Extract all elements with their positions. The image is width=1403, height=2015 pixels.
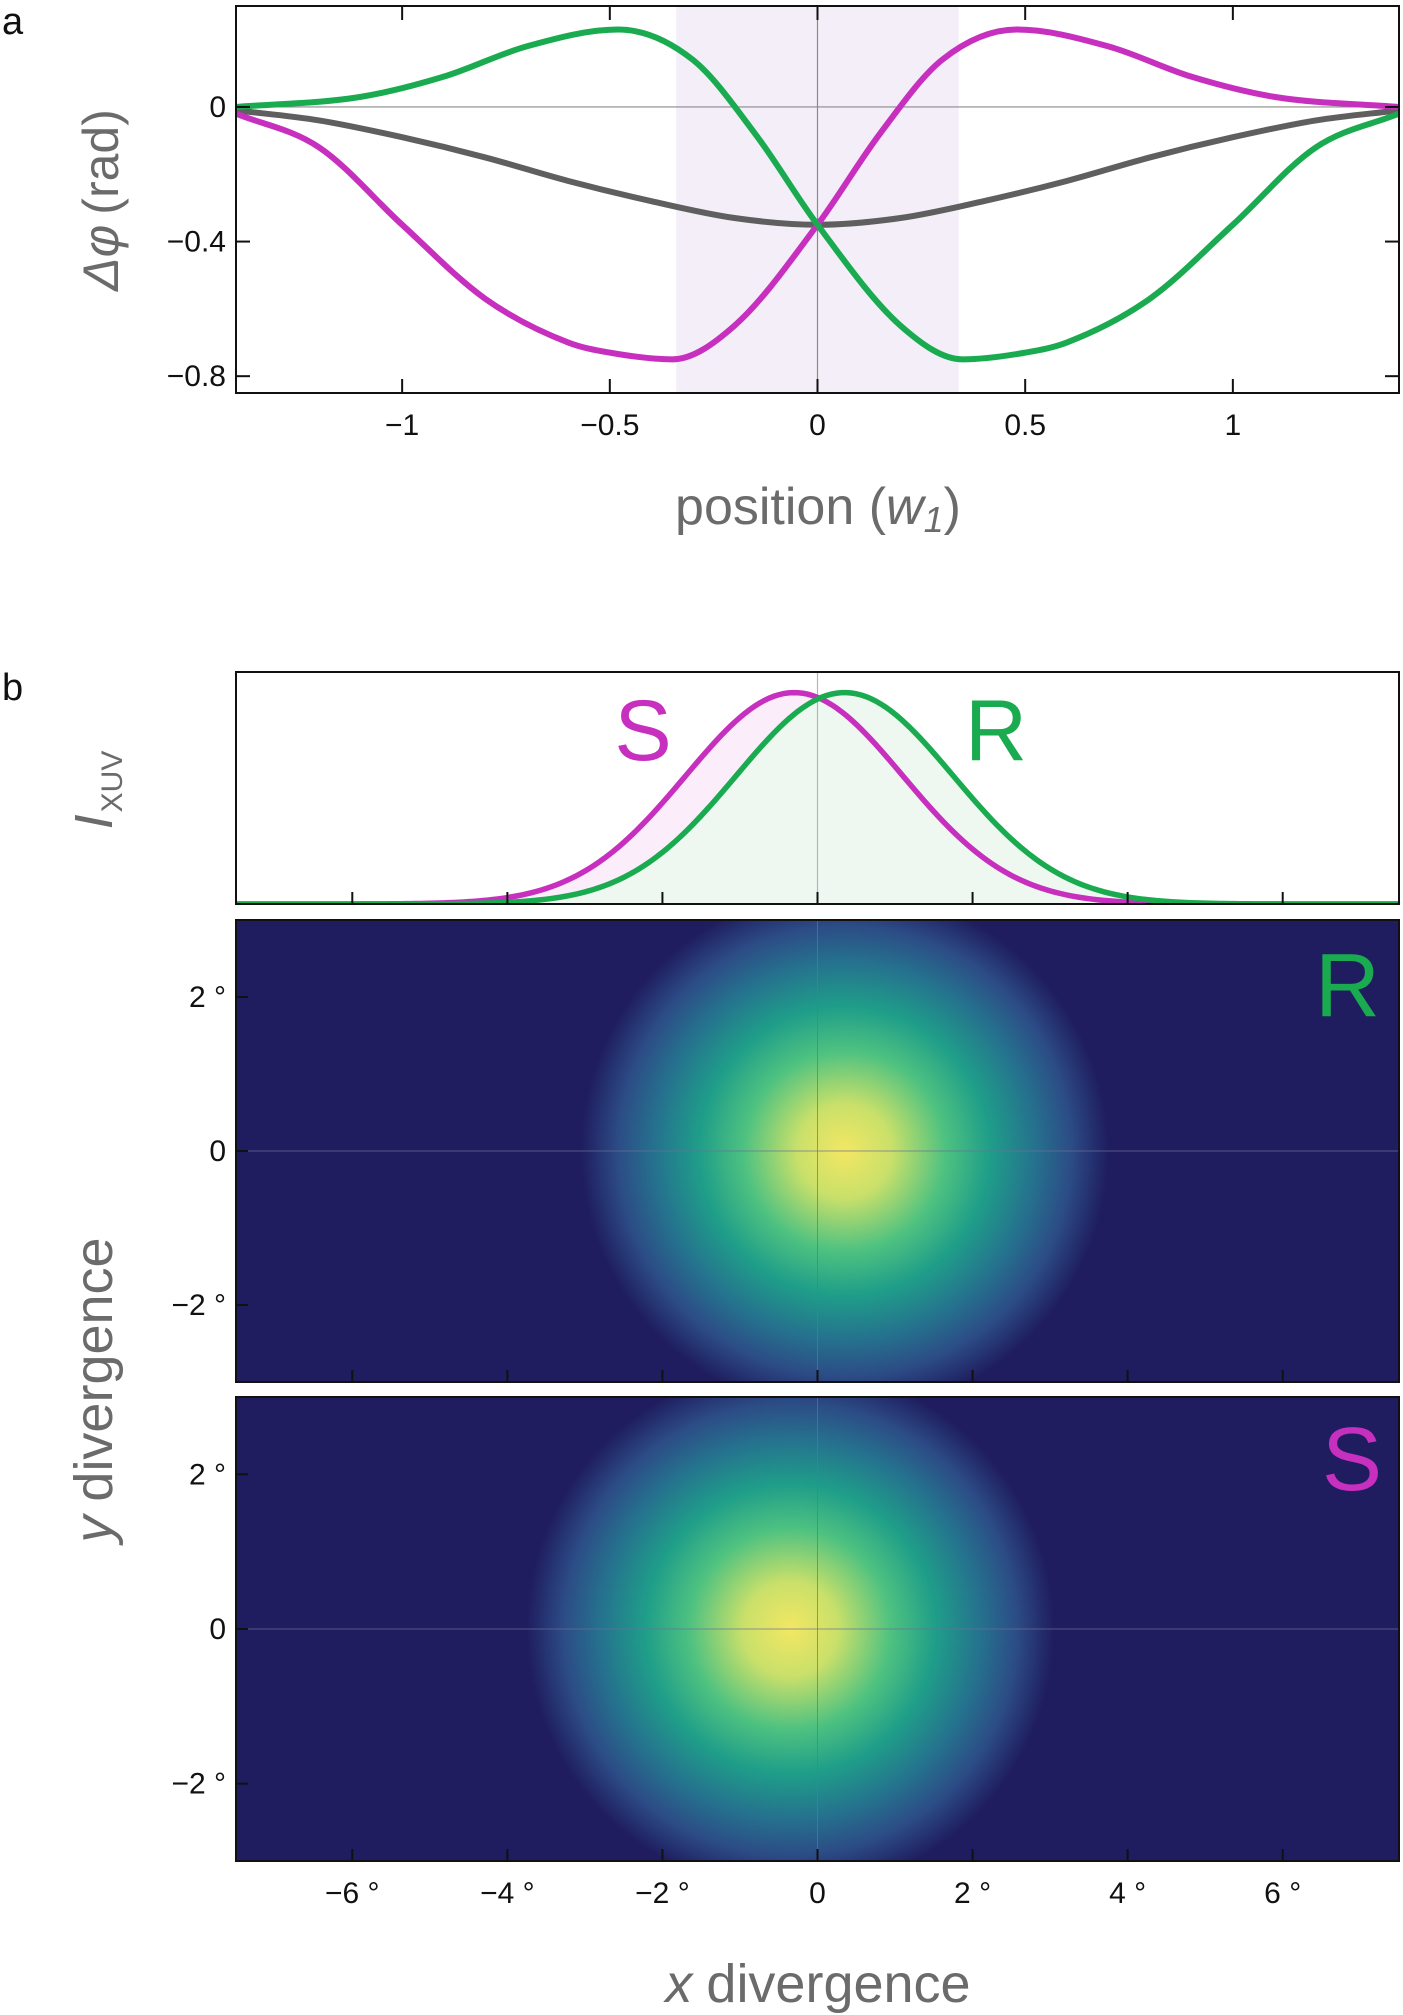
- panel-b-y-label-text: divergence: [64, 1237, 124, 1501]
- heatmap-x-tick-label: −2 °: [635, 1877, 690, 1910]
- y-label-unit: (rad): [73, 109, 129, 215]
- heatmap-x-tick-label: 4 °: [1109, 1877, 1146, 1910]
- heatmap-s-label: S: [1322, 1410, 1382, 1510]
- heatmap-r-y-ticks: 2 ° 0 −2 °: [171, 981, 248, 1322]
- panel-a-plot: −1 −0.5 0 0.5 1 0 −0.4 −0.8: [167, 5, 1400, 442]
- panel-a-x-ticks: −1 −0.5 0 0.5 1: [385, 6, 1241, 442]
- x-label-var: w: [886, 478, 927, 536]
- y-label-symbol: Δφ: [73, 225, 129, 292]
- x-tick-label: 0: [809, 409, 826, 442]
- panel-b-x-label-var: x: [662, 1954, 694, 2014]
- y-tick-label: −0.8: [167, 360, 226, 393]
- x-tick-label: 1: [1225, 409, 1242, 442]
- profile-y-label-sub: XUV: [96, 751, 129, 813]
- heatmap-s-x-ticks: −6 ° −4 ° −2 ° 0 2 ° 4 ° 6 °: [325, 1849, 1301, 1910]
- intensity-profile: S R: [235, 671, 1400, 905]
- heatmap-x-tick-label: 6 °: [1264, 1877, 1301, 1910]
- x-label-close: ): [944, 478, 961, 536]
- panel-a-y-ticks: 0 −0.4 −0.8: [167, 91, 1399, 393]
- panel-a-x-label: position (w1): [675, 478, 961, 540]
- profile-label-r: R: [965, 683, 1027, 779]
- heatmap-x-tick-label: 2 °: [954, 1877, 991, 1910]
- green-phase-curve: [236, 26, 1399, 363]
- heatmap-r-x-ticks: [351, 1370, 1284, 1382]
- heatmap-s: −6 ° −4 ° −2 ° 0 2 ° 4 ° 6 ° 2 ° 0 −2 ° S: [171, 1396, 1400, 1910]
- x-tick-label: −0.5: [580, 409, 639, 442]
- heatmap-x-tick-label: −6 °: [325, 1877, 380, 1910]
- panel-b-x-label-text: divergence: [706, 1954, 970, 2014]
- x-label-sub: 1: [924, 499, 944, 540]
- panel-b-y-label: y divergence: [64, 1237, 124, 1546]
- profile-label-s: S: [614, 683, 671, 779]
- panel-b-letter: b: [2, 667, 23, 709]
- profile-x-ticks: [351, 892, 1284, 904]
- heatmap-y-tick-label: −2 °: [171, 1289, 226, 1322]
- x-tick-label: 0.5: [1004, 409, 1046, 442]
- y-tick-label: −0.4: [167, 226, 226, 259]
- heatmap-r: 2 ° 0 −2 ° R: [171, 919, 1400, 1383]
- magenta-phase-curve: [236, 26, 1399, 363]
- panel-a-y-label: Δφ (rad): [73, 109, 129, 292]
- panel-a-letter: a: [2, 1, 24, 43]
- profile-y-label-var: I: [64, 814, 124, 829]
- x-label-text: position (: [675, 478, 887, 536]
- heatmap-s-y-ticks: 2 ° 0 −2 °: [171, 1458, 248, 1801]
- panel-b-y-label-var: y: [64, 1513, 124, 1547]
- profile-y-label: IXUV: [64, 751, 129, 830]
- panel-b-x-label: x divergence: [662, 1954, 970, 2014]
- heatmap-y-tick-label: 0: [209, 1135, 226, 1168]
- heatmap-y-tick-label: 2 °: [189, 981, 226, 1014]
- heatmap-y-tick-label: −2 °: [171, 1768, 226, 1801]
- heatmap-y-tick-label: 0: [209, 1613, 226, 1646]
- heatmap-x-tick-label: 0: [809, 1877, 826, 1910]
- y-tick-label: 0: [209, 91, 226, 124]
- heatmap-x-tick-label: −4 °: [480, 1877, 535, 1910]
- x-tick-label: −1: [385, 409, 419, 442]
- heatmap-y-tick-label: 2 °: [189, 1458, 226, 1491]
- heatmap-r-label: R: [1315, 936, 1380, 1036]
